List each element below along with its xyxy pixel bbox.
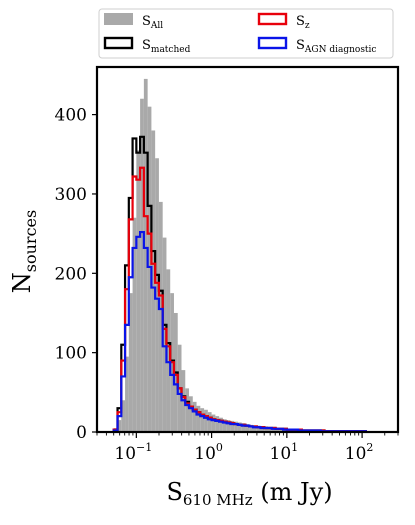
x-tick-exponent: −1 — [136, 441, 152, 454]
x-axis-label-sub: 610 MHz — [183, 491, 253, 509]
legend-label: SAll — [142, 14, 163, 31]
y-axis-label-sub: sources — [21, 210, 40, 272]
x-axis-label-main: S — [166, 478, 182, 506]
x-axis-label: S610 MHz (m Jy) — [166, 478, 332, 509]
x-tick-exponent: 1 — [291, 441, 298, 454]
y-tick-label: 100 — [55, 344, 87, 364]
hist-bar-all — [200, 408, 205, 432]
x-tick-exponent: 2 — [366, 441, 373, 454]
hist-bar-all — [260, 426, 265, 432]
hist-step-agn-diagnostic — [112, 230, 367, 432]
legend-swatch — [257, 36, 288, 50]
hist-bar-all — [185, 388, 190, 432]
legend-label: Sz — [296, 14, 310, 31]
hist-bar-all — [132, 217, 137, 432]
y-tick-label: 400 — [55, 106, 87, 126]
hist-bar-all — [147, 106, 152, 432]
legend-label-sub: z — [305, 21, 310, 31]
legend-swatch — [104, 13, 133, 25]
hist-bar-all — [226, 420, 231, 432]
hist-bar-all — [162, 237, 167, 432]
legend-label-sub: matched — [151, 45, 191, 55]
hist-bar-all — [189, 396, 193, 432]
hist-bar-all — [136, 150, 141, 432]
hist-bar-all — [264, 426, 269, 432]
hist-bar-all — [215, 416, 220, 432]
hist-bar-all — [192, 401, 197, 432]
x-tick-base: 10 — [345, 444, 367, 464]
hist-bar-all — [125, 356, 129, 432]
hist-bar-all — [151, 130, 156, 432]
hist-bar-all — [219, 417, 223, 432]
hist-bar-all — [268, 427, 272, 432]
legend-swatch — [103, 36, 134, 50]
hist-bar-all — [128, 293, 133, 432]
legend-swatch — [257, 12, 288, 26]
y-axis-label: Nsources — [8, 210, 40, 293]
hist-bar-all — [166, 269, 171, 432]
plot-area — [112, 78, 367, 432]
legend-label-sub: All — [150, 21, 163, 31]
x-tick-base: 10 — [194, 444, 216, 464]
hist-bar-all — [275, 428, 280, 432]
x-axis-label-unit: (m Jy) — [253, 478, 333, 506]
hist-bar-all — [207, 412, 212, 432]
hist-bar-all — [237, 422, 242, 432]
hist-bar-all — [155, 158, 159, 432]
histogram-series-group — [112, 78, 367, 432]
legend-label-base: S — [142, 14, 151, 29]
hist-bar-all — [211, 414, 216, 432]
x-tick-exponent: 0 — [216, 441, 223, 454]
hist-bar-all — [294, 429, 299, 432]
hist-bar-all — [252, 425, 257, 432]
hist-bar-all — [249, 424, 253, 432]
hist-bar-all — [241, 423, 246, 432]
x-tick-label: 10−1 — [114, 441, 152, 464]
hist-bar-all — [256, 425, 261, 432]
legend-box — [98, 8, 394, 59]
y-tick-label: 0 — [76, 423, 87, 443]
hist-bar-all — [117, 420, 122, 432]
legend-label-sub: AGN diagnostic — [304, 45, 377, 55]
hist-bar-all — [143, 78, 148, 432]
hist-bar-all — [204, 409, 208, 432]
legend-label: SAGN diagnostic — [296, 38, 376, 55]
x-tick-base: 10 — [270, 444, 292, 464]
hist-bar-all — [234, 421, 238, 432]
hist-bar-all — [140, 98, 144, 432]
hist-bar-all — [222, 419, 227, 432]
legend-label-base: S — [142, 38, 151, 53]
legend-label: Smatched — [142, 38, 191, 55]
legend-label-base: S — [296, 38, 305, 53]
y-tick-label: 200 — [55, 264, 87, 284]
legend-label-base: S — [296, 14, 305, 29]
x-tick-base: 10 — [114, 444, 136, 464]
x-tick-label: 100 — [194, 441, 223, 464]
x-tick-label: 101 — [270, 441, 299, 464]
x-tick-label: 102 — [345, 441, 374, 464]
hist-bar-all — [121, 400, 126, 432]
hist-bar-all — [196, 405, 201, 432]
y-axis-label-main: N — [8, 272, 36, 293]
hist-bar-all — [230, 420, 235, 432]
y-tick-label: 300 — [55, 185, 87, 205]
hist-bar-all — [279, 428, 284, 432]
hist-bar-all — [158, 201, 163, 432]
hist-bar-all — [245, 424, 250, 432]
